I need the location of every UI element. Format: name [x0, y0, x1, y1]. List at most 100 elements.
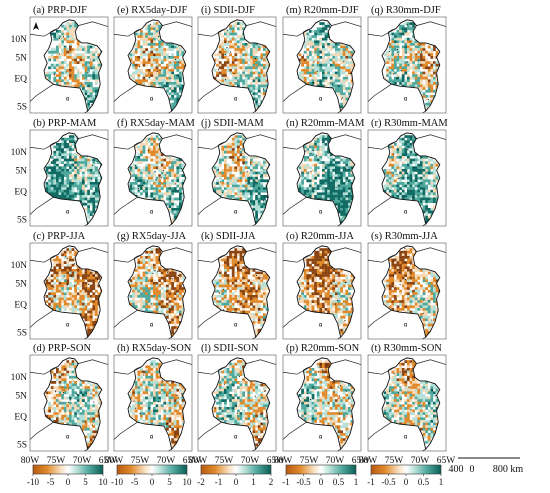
colorbar-tick-label: 0.5 [418, 477, 430, 487]
latitude-label: 5S [17, 215, 27, 225]
colorbar-tick-label: 1 [439, 477, 444, 487]
colorbar-3: -2 -1 0 1 2 [197, 464, 274, 487]
latitude-label: 5N [15, 391, 27, 401]
map-panel-d: (d) PRP-SON [29, 343, 109, 452]
colorbar-tick-label: 1 [251, 477, 256, 487]
colorbar-tick-label: 0.5 [333, 477, 345, 487]
trend-field [213, 22, 270, 111]
country-outline [296, 19, 356, 113]
panel-title-k: (k) SDII-JJA [201, 231, 256, 242]
map-panel-r: (r) R30mm-MAM [367, 118, 448, 227]
longitude-label: 70W [411, 456, 430, 466]
country-outline [296, 132, 356, 226]
map-panel-e: (e) RX5day-DJF [113, 5, 193, 114]
latitude-label: 10N [11, 373, 28, 383]
colorbar-tick-label: -0.5 [381, 477, 396, 487]
country-outline [127, 357, 187, 451]
colorbar-2: -10 -5 0 5 10 [111, 464, 192, 487]
colorbar-tick-label: 0 [234, 477, 239, 487]
country-outline [296, 245, 356, 339]
country-outline [211, 132, 271, 226]
colorbar-tick-label: 5 [83, 477, 88, 487]
colorbar-tick-label: 1 [354, 477, 359, 487]
country-outline [211, 357, 271, 451]
north-arrow [33, 22, 39, 30]
longitude-label: 75W [47, 456, 66, 466]
map-panel-m: (m) R20mm-DJF [282, 5, 362, 114]
colorbar-tick-label: 10 [99, 477, 109, 487]
panel-title-o: (o) R20mm-JJA [286, 231, 354, 242]
trend-field [297, 360, 355, 449]
map-panel-p: (p) R20mm-SON [282, 343, 362, 452]
map-panel-q: (q) R30mm-DJF [367, 5, 447, 114]
panel-title-s: (s) R30mm-JJA [371, 231, 438, 242]
map-panel-a: (a) PRP-DJF [29, 5, 109, 114]
panel-title-b: (b) PRP-MAM [33, 118, 97, 129]
longitude-label: 70W [326, 456, 345, 466]
colorbar-tick-label: -10 [27, 477, 39, 487]
map-panel-g: (g) RX5day-JJA [113, 231, 193, 340]
map-panel-b: (b) PRP-MAM [29, 118, 109, 227]
panel-title-j: (j) SDII-MAM [201, 118, 264, 129]
colorbar-tick-label: 0 [404, 477, 409, 487]
latitude-label: EQ [14, 412, 27, 422]
colorbar-tick-label: -1 [282, 477, 290, 487]
neighbour-borders [197, 247, 277, 340]
latitude-label: EQ [14, 187, 27, 197]
panel-title-h: (h) RX5day-SON [117, 343, 192, 354]
neighbour-borders [29, 247, 109, 340]
trend-field [45, 360, 102, 449]
neighbour-borders [197, 359, 277, 452]
colorbar-tick-label: -2 [197, 477, 205, 487]
trend-field [383, 247, 440, 337]
longitude-label: 75W [131, 456, 150, 466]
map-panel-l: (l) SDII-SON [197, 343, 277, 452]
panel-title-r: (r) R30mm-MAM [371, 118, 448, 129]
longitude-label: 70W [73, 456, 92, 466]
longitude-label: 70W [241, 456, 260, 466]
longitude-label: 65W [267, 456, 286, 466]
colorbar-tick-label: 0 [66, 477, 71, 487]
neighbour-borders [113, 21, 193, 114]
colorbar-tick-label: 5 [167, 477, 172, 487]
map-panels: (a) PRP-DJF (e) RX5day-DJF (i) SDII-DJF (m)… [29, 5, 448, 452]
latitude-label: EQ [14, 300, 27, 310]
colorbar-tick-label: -5 [47, 477, 55, 487]
longitude-label: 75W [300, 456, 319, 466]
trend-field [297, 248, 355, 337]
neighbour-borders [197, 21, 277, 114]
map-panel-i: (i) SDII-DJF [197, 5, 277, 114]
longitude-label: 80W [105, 456, 124, 466]
map-panel-n: (n) R20mm-MAM [282, 118, 365, 227]
country-outline [43, 19, 103, 113]
colorbar-tick-label: 0 [150, 477, 155, 487]
trend-field [129, 360, 186, 449]
country-outline [381, 132, 441, 226]
country-outline [381, 245, 441, 339]
latitude-label: 5N [15, 279, 27, 289]
country-outline [127, 19, 187, 113]
trend-field [129, 22, 186, 111]
latitude-label: 5S [17, 102, 27, 112]
trend-field [298, 22, 355, 111]
scale-bar-label: 0 [470, 464, 475, 475]
longitude-label: 75W [215, 456, 234, 466]
colorbar-tick-label: 2 [269, 477, 274, 487]
panel-title-q: (q) R30mm-DJF [371, 5, 441, 16]
panel-title-g: (g) RX5day-JJA [117, 231, 187, 242]
panel-title-p: (p) R20mm-SON [286, 343, 360, 354]
latitude-labels: 10N 5N EQ 5S 10N 5N EQ 5S 10N 5N EQ 5S 10N 5N EQ 5S [11, 35, 28, 450]
trend-field [298, 135, 355, 224]
colorbar-tick-label: 0 [319, 477, 324, 487]
scale-bar: 400 0 800 km [449, 457, 523, 475]
neighbour-borders [367, 359, 447, 452]
trend-field [45, 135, 102, 224]
longitude-label: 65W [99, 456, 118, 466]
longitude-label: 65W [437, 456, 456, 466]
trend-field [383, 22, 440, 111]
panel-title-t: (t) R30mm-SON [371, 343, 442, 354]
panel-title-l: (l) SDII-SON [201, 343, 259, 354]
neighbour-borders [29, 21, 109, 114]
country-outline [296, 357, 356, 451]
